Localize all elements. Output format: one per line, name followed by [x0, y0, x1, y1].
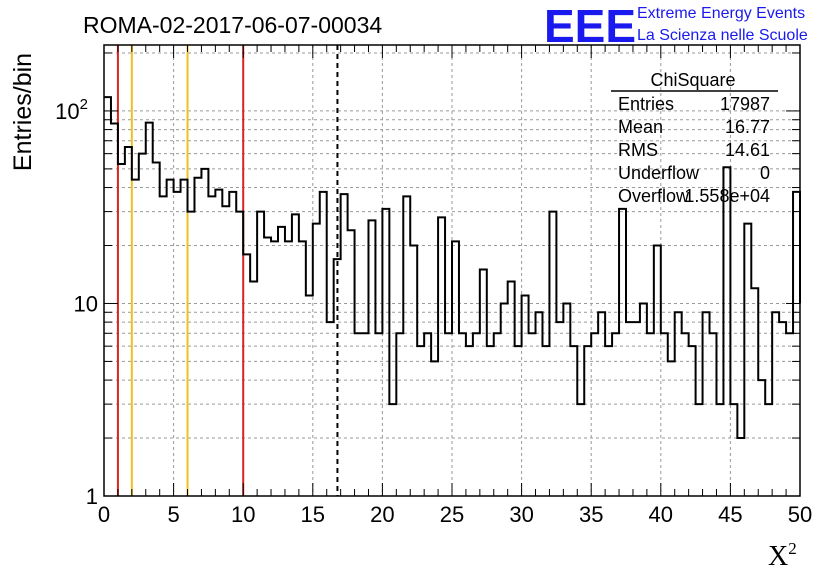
stats-label-overflow: Overflow [618, 186, 690, 206]
reference-lines [116, 45, 339, 496]
stats-value-entries: 17987 [720, 94, 770, 114]
x-tick-label: 10 [231, 502, 255, 527]
x-tick-label: 25 [440, 502, 464, 527]
stats-value-underflow: 0 [760, 163, 770, 183]
x-axis-label: X2 [768, 539, 797, 572]
axis-ticks [103, 45, 801, 497]
y-tick-label: 1 [86, 484, 98, 509]
eee-logo: EEE Extreme Energy Events La Scienza nel… [544, 0, 808, 52]
histogram-series [104, 96, 801, 440]
x-tick-label: 5 [167, 502, 179, 527]
stats-label-entries: Entries [618, 94, 674, 114]
x-tick-label: 45 [718, 502, 742, 527]
stats-label-underflow: Underflow [618, 163, 700, 183]
x-tick-label: 15 [301, 502, 325, 527]
x-tick-label: 30 [509, 502, 533, 527]
y-tick-label-exponent: 2 [80, 96, 88, 113]
x-tick-label: 35 [579, 502, 603, 527]
x-tick-label: 20 [370, 502, 394, 527]
stats-box-title: ChiSquare [650, 70, 735, 90]
chart-title: ROMA-02-2017-06-07-00034 [83, 12, 382, 38]
x-tick-label: 50 [788, 502, 812, 527]
eee-logo-line2: La Scienza nelle Scuole [637, 27, 808, 44]
stats-value-overflow: 1.558e+04 [684, 186, 770, 206]
stats-label-mean: Mean [618, 117, 663, 137]
stats-value-rms: 14.61 [725, 140, 770, 160]
stats-value-mean: 16.77 [725, 117, 770, 137]
x-tick-label: 40 [649, 502, 673, 527]
eee-logo-mark: EEE [544, 0, 636, 52]
stats-box: ChiSquare Entries 17987 Mean 16.77 RMS 1… [611, 70, 778, 206]
x-tick-label: 0 [98, 502, 110, 527]
y-tick-label: 102 [55, 96, 88, 124]
y-tick-label: 10 [74, 291, 98, 316]
y-axis-label: Entries/bin [9, 53, 37, 171]
stats-label-rms: RMS [618, 140, 658, 160]
x-axis-label-superscript: 2 [788, 539, 797, 558]
eee-logo-line1: Extreme Energy Events [637, 5, 805, 22]
x-axis-label-base: X [768, 541, 788, 572]
y-tick-label-base: 10 [55, 99, 79, 124]
